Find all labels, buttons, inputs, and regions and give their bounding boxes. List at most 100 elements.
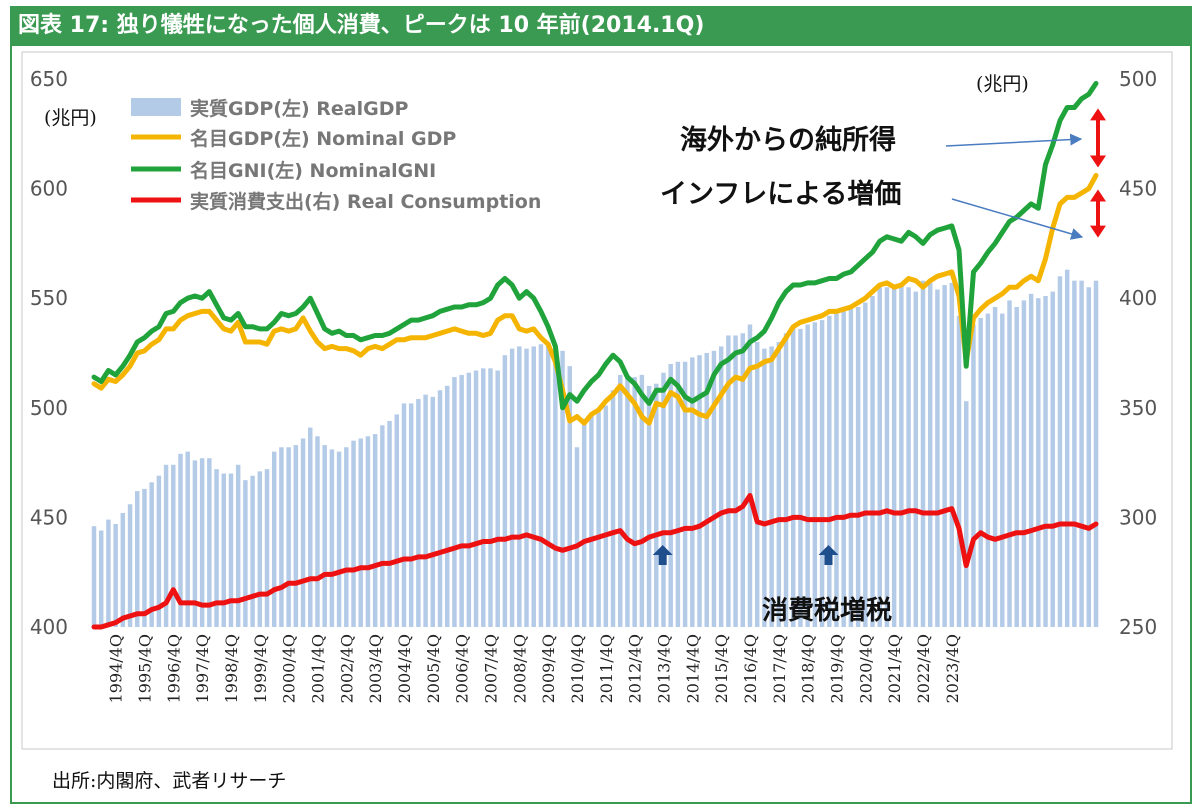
left-axis-tick-label: 600 [30, 177, 68, 201]
right-unit-label: (兆円) [976, 73, 1029, 95]
real-gdp-bar [545, 342, 551, 627]
real-gdp-bar [841, 311, 846, 627]
real-gdp-bar [697, 355, 702, 627]
real-gdp-bar [509, 348, 515, 627]
real-gdp-bar [113, 523, 118, 627]
real-gdp-bar [906, 287, 911, 627]
real-gdp-bar [444, 385, 450, 627]
real-gdp-bar [920, 280, 926, 627]
real-gdp-bar [870, 296, 875, 627]
real-gdp-bar [596, 412, 601, 627]
real-gdp-bar [336, 451, 342, 627]
x-axis-tick-label: 2020/4Q [856, 634, 875, 703]
real-gdp-bar [171, 464, 176, 627]
real-gdp-bar [127, 504, 133, 627]
real-gdp-bar [798, 328, 803, 627]
real-gdp-bar [163, 464, 169, 627]
real-gdp-bar [300, 438, 306, 627]
tax-hike-arrow [652, 545, 673, 565]
x-axis-tick-label: 2019/4Q [828, 634, 847, 703]
right-axis-tick-label: 350 [1119, 396, 1157, 420]
real-gdp-bar [329, 449, 335, 627]
real-gdp-bar [978, 317, 983, 627]
real-gdp-bar [1014, 306, 1019, 627]
real-gdp-bar [942, 285, 947, 627]
real-gdp-bar [618, 374, 623, 627]
real-gdp-bar [120, 513, 126, 627]
tax-hike-arrow [818, 545, 839, 565]
real-gdp-bar [430, 396, 436, 627]
real-gdp-bar [783, 333, 789, 627]
real-gdp-bars [91, 269, 1099, 627]
chart-border [10, 46, 1192, 804]
left-axis-tick-label: 650 [30, 67, 68, 91]
real-gdp-bar [481, 368, 486, 627]
real-gdp-bar [553, 348, 558, 627]
x-axis-tick-label: 2015/4Q [712, 634, 731, 703]
legend: 実質GDP(左) RealGDP 名目GDP(左) Nominal GDP 名目GN… [131, 97, 541, 213]
annotation-inflation-value: インフレによる増価 [660, 178, 901, 210]
x-axis-tick-label: 2018/4Q [799, 634, 818, 703]
plot-border [21, 51, 1173, 750]
real-gdp-bar [264, 469, 270, 627]
legend-label: 名目GDP(左) Nominal GDP [190, 127, 456, 150]
real-gdp-bar [956, 315, 962, 627]
real-gdp-bar [178, 453, 183, 627]
legend-label: 名目GNI(左) NominalGNI [190, 159, 436, 182]
real-gdp-bar [718, 346, 724, 627]
real-gdp-bar [985, 313, 991, 627]
real-gdp-bar [891, 285, 897, 627]
real-gdp-bar [257, 471, 263, 627]
x-axis-tick-label: 2006/4Q [453, 634, 472, 703]
real-gdp-bar [971, 324, 976, 627]
legend-swatch-bar [131, 98, 181, 116]
real-gdp-bar [380, 425, 385, 627]
real-gdp-bar [1028, 293, 1034, 627]
real-gdp-bar [135, 491, 140, 627]
real-gdp-bar [250, 475, 255, 627]
x-axis-tick-label: 2007/4Q [482, 634, 501, 703]
real-gdp-bar [964, 401, 969, 627]
real-gdp-bar [819, 320, 825, 627]
left-axis-ticks: 400 450 500 550 600 650 [30, 67, 68, 639]
real-gdp-bar [286, 447, 291, 627]
annotation-net-income-abroad: 海外からの純所得 [680, 124, 896, 156]
real-gdp-bar [603, 405, 609, 627]
x-axis-tick-label: 2004/4Q [395, 634, 414, 703]
real-gdp-bar [271, 451, 277, 627]
real-gdp-bar [423, 394, 428, 627]
real-gdp-bar [877, 287, 882, 627]
real-gdp-bar [98, 530, 104, 627]
x-axis-tick-label: 1994/4Q [107, 634, 126, 703]
real-gdp-bar [185, 451, 190, 627]
x-axis-tick-label: 1996/4Q [164, 634, 183, 703]
nominal-gdp-line [91, 172, 1099, 426]
real-gdp-bar [913, 291, 919, 627]
gap-arrow-net-income-abroad [1090, 108, 1106, 168]
real-gdp-bar [711, 350, 717, 627]
real-gdp-bar [1064, 269, 1070, 627]
real-gdp-bar [632, 377, 637, 627]
x-axis-tick-label: 2001/4Q [309, 634, 328, 703]
real-gdp-bar [106, 519, 111, 627]
left-axis-tick-label: 550 [30, 286, 68, 310]
real-gdp-bar [1007, 300, 1012, 627]
real-gdp-bar [805, 324, 810, 627]
real-gdp-bar [1050, 291, 1055, 627]
x-axis-tick-label: 1995/4Q [136, 634, 155, 703]
real-gdp-bar [949, 282, 955, 627]
real-gdp-bar [459, 374, 464, 627]
x-axis-tick-label: 2012/4Q [626, 634, 645, 703]
x-axis-tick-label: 2005/4Q [424, 634, 443, 703]
real-gdp-bar [848, 309, 854, 627]
left-axis-tick-label: 500 [30, 396, 68, 420]
real-gdp-bar [927, 282, 933, 627]
x-axis-tick-label: 2000/4Q [280, 634, 299, 703]
series-lines [91, 80, 1099, 630]
real-gdp-bar [452, 377, 457, 627]
real-gdp-bar [199, 458, 205, 627]
real-gdp-bar [322, 445, 327, 627]
right-axis-tick-label: 500 [1119, 67, 1157, 91]
real-gdp-bar [365, 436, 371, 627]
